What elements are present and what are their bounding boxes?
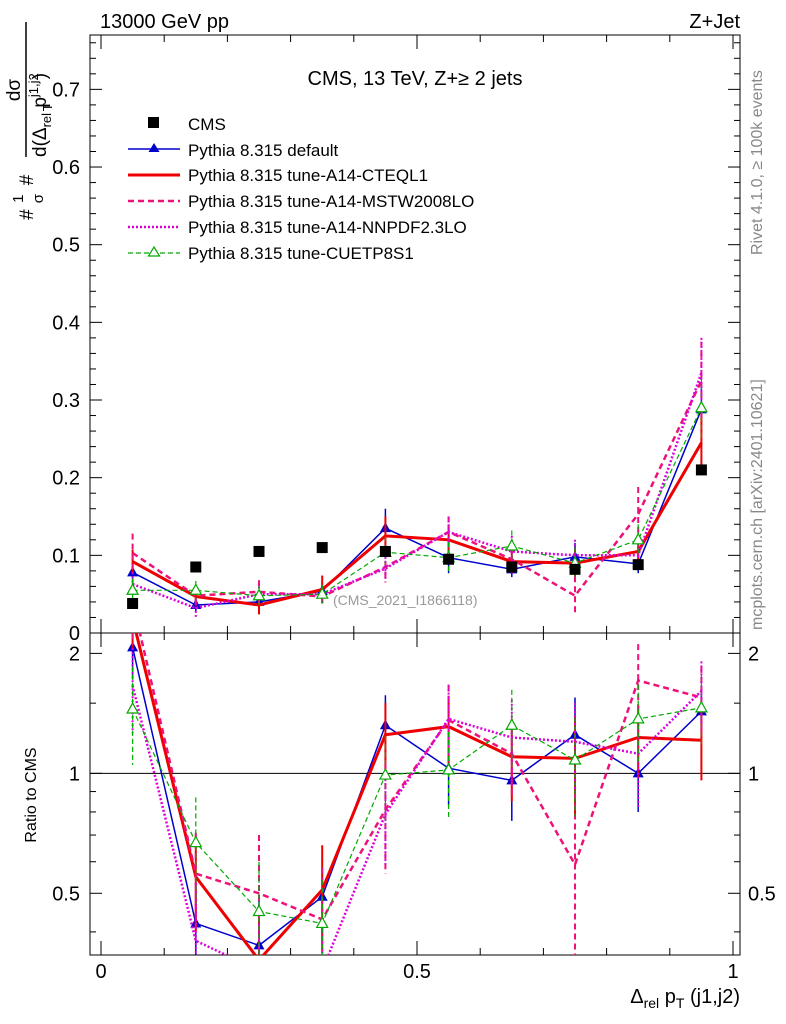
top-line-cteql1 [131,441,703,607]
top-marker-cuetp8s1 [315,586,329,599]
data-point-cms [379,545,391,557]
top-line-cuetp8s1 [132,407,702,597]
legend-label-mstw: Pythia 8.315 tune-A14-MSTW2008LO [188,192,474,211]
ratio-y-axis-label: Ratio to CMS [23,747,40,842]
data-point-cms [253,545,265,557]
data-point-cms [127,597,139,609]
main-y-tick-label: 0.4 [52,312,80,334]
ylabel-den-mid: p [30,97,51,113]
ratio-marker-cuetp8s1 [378,767,392,780]
ylabel-den-post: ) [30,73,51,79]
main-y-tick-label: 0.1 [52,545,80,567]
svg-text:# 1 σ #: # 1 σ # [7,174,48,220]
main-y-tick-label: 0.6 [52,157,80,179]
legend: CMS Pythia 8.315 default Pythia 8.315 tu… [128,115,474,263]
ylabel-den-sup: j1,j2 [26,73,41,98]
main-y-axis-label: # 1 σ # dσ d(Δrel pj1,j2 T) [4,22,55,220]
ratio-line-cteql1 [134,633,702,955]
top-marker-cuetp8s1 [505,538,519,551]
xlabel-p: p [659,986,676,1008]
ratio-marker-cuetp8s1 [126,701,140,714]
ratio-line-nnpdf [131,685,703,955]
top-line-mstw [131,380,703,598]
legend-label-cuetp8s1: Pythia 8.315 tune-CUETP8S1 [188,244,414,263]
ylabel-den-sub: rel [39,113,54,128]
ratio-y-tick-label: 1 [69,763,80,785]
ratio-y-tick-label-right: 0.5 [748,883,776,905]
top-marker-cuetp8s1 [694,400,708,413]
header-left: 13000 GeV pp [100,11,229,33]
legend-label-nnpdf: Pythia 8.315 tune-A14-NNPDF2.3LO [188,218,467,237]
x-tick-label: 0 [95,961,106,983]
legend-label-cms: CMS [188,115,226,134]
ratio-marker-cuetp8s1 [189,835,203,848]
mcplots-note: mcplots.cern.ch [arXiv:2401.10621] [749,379,766,630]
main-y-tick-label: 0.2 [52,468,80,490]
ylabel-hash: # [17,209,38,220]
top-marker-cuetp8s1 [126,583,140,595]
main-y-tick-label: 0.3 [52,390,80,412]
data-point-cms [569,563,581,575]
ratio-line-cuetp8s1 [132,707,702,925]
x-axis-label: Δrel pT (j1,j2) [630,986,740,1011]
ratio-marker-cuetp8s1 [631,711,645,724]
data-point-cms [190,561,202,573]
svg-text:d(Δrel pj1,j2T): d(Δrel pj1,j2 T) [26,73,55,157]
data-point-cms [695,464,707,476]
legend-label-cteql1: Pythia 8.315 tune-A14-CTEQL1 [188,166,428,185]
legend-marker-cms [148,117,159,128]
ratio-y-tick-label-right: 2 [748,643,759,665]
ylabel-frac-num: 1 [10,194,27,202]
ylabel-hash2: # [17,174,38,185]
top-marker-cuetp8s1 [631,532,645,545]
ratio-marker-cuetp8s1 [315,916,329,929]
ylabel-dnum: dσ [4,79,25,102]
xlabel-delta: Δ [630,986,643,1008]
data-point-cms [632,559,644,571]
ratio-marker-cuetp8s1 [568,752,582,765]
ylabel-den-sub2: T [40,103,55,111]
ratio-marker-cuetp8s1 [505,718,519,730]
xlabel-sub2: T [676,995,685,1011]
ratio-line-mstw [138,633,702,921]
ratio-marker-cuetp8s1 [442,762,456,775]
header-right: Z+Jet [689,11,740,33]
legend-marker-default [148,143,160,152]
top-marker-cuetp8s1 [189,583,203,595]
xlabel-sub: rel [644,995,660,1011]
ratio-marker-cuetp8s1 [252,904,266,917]
data-point-cms [443,553,455,565]
ylabel-den-pre: d(Δ [30,127,51,157]
data-point-cms [506,561,518,573]
data-point-cms [316,542,328,554]
ratio-y-tick-label-right: 1 [748,763,759,785]
rivet-note: Rivet 4.1.0, ≥ 100k events [749,70,766,255]
x-tick-label: 0.5 [403,961,431,983]
ylabel-frac-den: σ [30,193,47,203]
plot-title: CMS, 13 TeV, Z+≥ 2 jets [308,68,523,90]
xlabel-rest: (j1,j2) [684,986,740,1008]
ratio-y-tick-label: 2 [69,643,80,665]
ratio-panel-frame [89,632,741,956]
analysis-watermark: (CMS_2021_I1866118) [333,592,478,608]
ratio-marker-cuetp8s1 [694,700,708,713]
main-y-tick-label: 0.7 [52,79,80,101]
top-marker-cuetp8s1 [252,588,266,601]
legend-label-default: Pythia 8.315 default [188,141,339,160]
top-line-nnpdf [132,372,703,610]
top-line-default [132,409,703,606]
ratio-line-default [131,647,702,947]
x-tick-label: 1 [727,961,738,983]
ratio-y-tick-label: 0.5 [52,883,80,905]
main-y-tick-label: 0.5 [52,235,80,257]
main-y-tick-label: 0 [69,623,80,645]
legend-marker-cuetp8s1 [147,245,161,257]
